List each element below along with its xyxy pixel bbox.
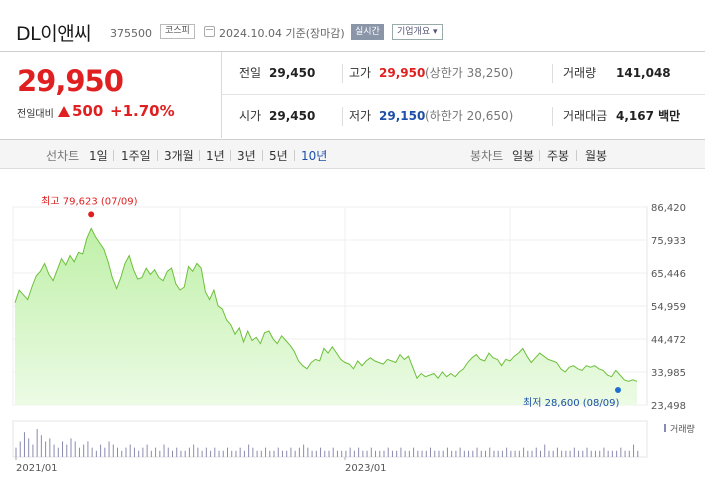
lower-limit: (하한가 20,650) [425,109,514,123]
open-value: 29,450 [269,109,316,123]
divider [230,150,231,161]
divider [576,150,577,161]
period-1w[interactable]: 1주일 [121,149,151,163]
divider [539,150,540,161]
price-line [14,227,638,382]
period-3y[interactable]: 3년 [237,149,256,163]
change-value: 500 [72,102,104,120]
realtime-button[interactable]: 실시간 [351,24,384,40]
open-label: 시가 [239,109,262,123]
period-3m[interactable]: 3개월 [164,149,194,163]
volume-legend-swatch [664,424,666,432]
max-label: 최고 79,623 (07/09) [41,195,137,207]
candle-chart-label: 봉차트 [470,149,504,163]
y-tick-label: 75,933 [651,236,686,247]
line-chart-label: 선차트 [46,149,80,163]
min-label: 최저 28,600 (08/09) [523,397,619,409]
divider [262,150,263,161]
summary-row-1: 전일 29,450 고가 29,950 (상한가 38,250) 거래량 141… [222,52,705,95]
stock-header: DL이앤씨 375500 코스피 2024.10.04 기준(장마감) 실시간 … [0,0,705,50]
max-marker [88,211,95,218]
summary-row-2: 시가 29,450 저가 29,150 (하한가 20,650) 거래대금 4,… [222,95,705,138]
current-price: 29,950 [17,64,124,98]
period-selector: 선차트 1일 1주일 3개월 1년 3년 5년 10년 봉차트 일봉 주봉 월봉 [0,139,705,169]
y-tick-label: 44,472 [651,335,686,346]
divider [0,51,705,52]
divider [113,150,114,161]
volume-border [12,420,648,458]
candle-weekly[interactable]: 주봉 [547,149,570,163]
change-percent: +1.70% [110,102,175,120]
min-marker [615,387,621,393]
calendar-icon [204,26,215,37]
high-label: 고가 [349,66,372,80]
market-badge: 코스피 [160,24,195,39]
company-info-dropdown[interactable]: 기업개요 ▾ [392,24,443,40]
volume-value: 141,048 [616,66,671,80]
date-label: 2024.10.04 기준(장마감) [219,27,345,40]
prev-close-label: 전일 [239,66,262,80]
low-value: 29,150 [379,109,426,123]
candle-monthly[interactable]: 월봉 [585,149,608,163]
period-10y[interactable]: 10년 [301,149,328,163]
period-1y[interactable]: 1년 [206,149,225,163]
divider [342,64,343,83]
stock-name: DL이앤씨 [16,23,92,45]
y-tick-label: 54,959 [651,302,686,313]
x-tick-label: 2023/01 [345,463,387,474]
period-5y[interactable]: 5년 [269,149,288,163]
divider [552,107,553,126]
divider [157,150,158,161]
price-box: 29,950 전일대비 500 +1.70% [0,52,222,138]
volume-label: 거래량 [563,66,597,80]
y-tick-label: 23,498 [651,401,686,412]
change-label: 전일대비 [17,109,54,120]
y-tick-label: 33,985 [651,368,686,379]
divider [342,107,343,126]
high-value: 29,950 [379,66,426,80]
price-chart: 86,420 75,933 65,446 54,959 44,472 33,985 23,4… [0,169,705,484]
divider [294,150,295,161]
price-area [15,228,637,405]
x-tick-label: 2021/01 [16,463,58,474]
amount-value: 4,167 백만 [616,109,681,123]
y-tick-label: 65,446 [651,269,686,280]
amount-label: 거래대금 [563,109,608,123]
prev-close-value: 29,450 [269,66,316,80]
low-label: 저가 [349,109,372,123]
chart-svg: 86,420 75,933 65,446 54,959 44,472 33,985 23,4… [12,195,695,474]
y-tick-label: 86,420 [651,203,686,214]
up-triangle-icon [58,106,70,117]
upper-limit: (상한가 38,250) [425,66,514,80]
divider [199,150,200,161]
candle-daily[interactable]: 일봉 [512,149,535,163]
period-1d[interactable]: 1일 [89,149,108,163]
divider [552,64,553,83]
volume-legend: 거래량 [670,423,695,435]
stock-code: 375500 [110,27,152,40]
